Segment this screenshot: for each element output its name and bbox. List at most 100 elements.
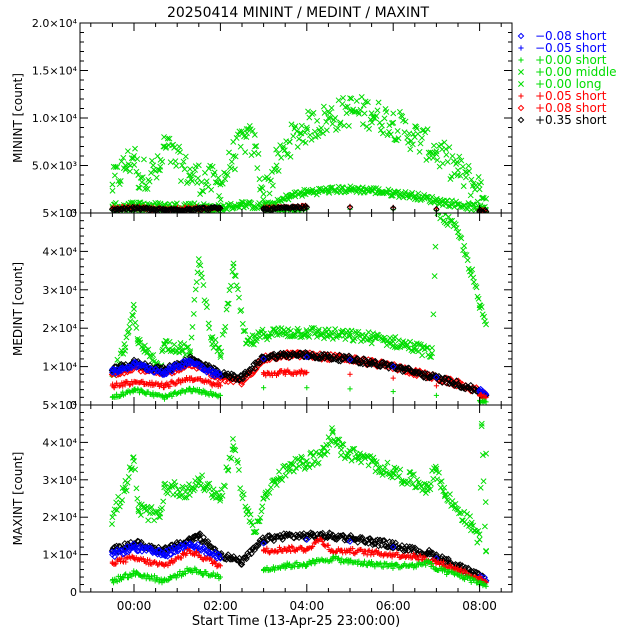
chart-panels: 0 5.0×10³ 1.0×10⁴ 1.5×10⁴ 2.0×10⁴ MININT [cou… [11,17,513,599]
legend-label: +0.08 short [535,101,607,115]
panel-minint: 0 5.0×10³ 1.0×10⁴ 1.5×10⁴ 2.0×10⁴ MININT [cou… [11,17,513,220]
data-point [407,476,414,483]
y-tick-label: 1.0×10⁴ [32,112,78,125]
data-point [411,369,419,376]
series--0-35-short [108,202,490,213]
data-point [411,134,418,140]
legend-label: −0.08 short [535,29,607,43]
data-point [390,190,397,197]
data-point [390,552,396,558]
legend-item: −0.05 short [518,41,607,55]
data-point [303,351,311,359]
data-point [346,538,354,545]
data-point [186,540,194,547]
data-point [347,107,353,114]
data-point [433,553,440,560]
data-point [317,537,323,543]
series--0-05-short [109,536,489,586]
data-point [303,124,310,131]
data-point [304,385,310,391]
data-point [411,344,418,351]
data-point [303,532,311,540]
data-point [252,143,258,150]
data-point [286,192,293,199]
data-point [433,374,440,381]
data-point [261,371,267,377]
y-tick-label: 2×10⁴ [42,322,77,335]
data-point [135,340,142,347]
x-axis-label: Start Time (13-Apr-25 23:00:00) [192,614,400,629]
data-point [424,549,432,557]
x-tick-label: 02:00 [203,599,238,613]
legend-label: +0.05 short [535,89,607,103]
y-tick-label: 1×10⁴ [42,549,77,562]
data-point [424,484,431,491]
data-point [131,379,137,385]
data-point [187,172,194,178]
data-point [186,357,194,365]
data-point [369,561,375,567]
data-point [346,534,354,542]
data-point [252,336,258,343]
data-point [260,331,267,337]
data-point [161,340,168,347]
series--0-00-short [109,385,489,405]
data-point [109,383,115,389]
series--0-00-long [109,93,490,213]
data-point [130,361,138,368]
y-tick-label: 3×10⁴ [42,284,77,297]
panel-data [108,213,490,405]
data-point [109,559,115,565]
series--0-08-short [108,536,490,586]
data-point [369,550,375,556]
data-point [131,153,137,159]
data-point [186,205,194,213]
data-point [346,355,354,363]
data-point [282,546,288,552]
data-point [261,385,267,391]
data-point [329,428,336,435]
data-point [355,454,362,461]
data-point [425,559,431,565]
data-point [390,119,397,126]
data-point [483,321,490,328]
data-point [483,547,490,554]
data-point [273,162,280,169]
data-point [303,458,310,465]
data-point [243,134,250,140]
legend-label: +0.00 middle [535,65,617,79]
data-point [187,387,193,393]
data-point [160,369,168,376]
data-point [230,153,237,159]
data-point [476,186,483,193]
data-point [433,559,439,565]
data-point [131,570,137,576]
data-point [187,566,193,573]
y-axis: 0 5.0×10³ 1.0×10⁴ 1.5×10⁴ 2.0×10⁴ [32,17,512,220]
data-point [131,306,137,312]
data-point [109,369,116,376]
data-point [304,561,310,567]
data-point [325,187,332,194]
data-point [468,521,474,528]
y-axis-label: MININT [count] [11,73,25,163]
data-point [455,167,461,174]
data-point [483,195,490,202]
data-point [347,559,353,565]
data-point [330,548,336,554]
data-point [325,331,332,337]
data-point [217,551,224,558]
data-point [347,386,353,392]
series--0-00-short [109,553,489,589]
legend-item: +0.00 short [518,53,607,67]
data-point [338,446,345,453]
data-point [478,420,485,427]
data-point [243,340,250,347]
data-point [455,566,461,573]
data-point [468,267,474,274]
data-point [260,353,267,361]
data-point [368,359,375,367]
data-point [187,348,194,355]
legend-label: +0.00 short [535,53,607,67]
data-point [195,532,203,540]
